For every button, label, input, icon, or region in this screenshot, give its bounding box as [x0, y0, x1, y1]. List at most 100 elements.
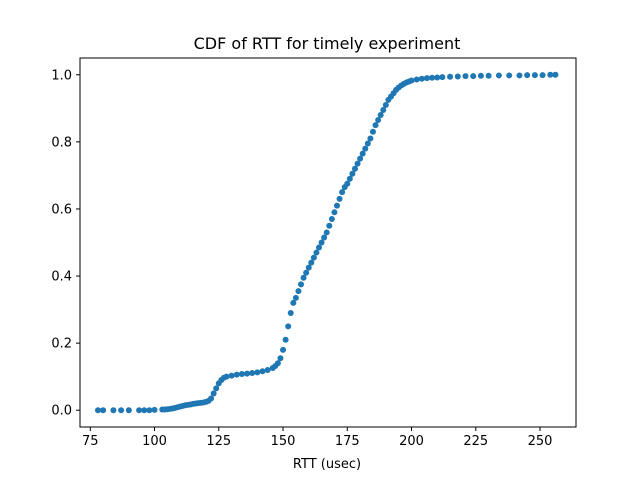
data-point [346, 175, 353, 182]
data-point [336, 195, 343, 202]
data-point [413, 76, 420, 83]
data-point [318, 239, 325, 246]
data-point [531, 72, 538, 79]
x-axis-label: RTT (usec) [293, 457, 361, 472]
data-point [516, 72, 523, 79]
chart-title: CDF of RTT for timely experiment [194, 34, 461, 53]
x-tick-label: 100 [142, 434, 167, 449]
x-tick-label: 125 [206, 434, 231, 449]
y-tick-label: 0.8 [51, 135, 72, 150]
data-point [238, 371, 245, 377]
data-point [351, 165, 358, 172]
data-point [308, 259, 315, 266]
data-point [418, 75, 425, 82]
data-point [282, 336, 289, 343]
data-point [287, 309, 294, 316]
data-point [359, 150, 366, 157]
data-point [208, 395, 215, 402]
x-tick-label: 225 [463, 434, 488, 449]
data-point [277, 355, 284, 362]
data-point [254, 369, 261, 376]
data-point [290, 299, 297, 306]
data-point [462, 73, 469, 80]
data-point [354, 160, 361, 167]
data-point [259, 368, 266, 375]
data-point [298, 281, 305, 288]
data-point [357, 155, 364, 162]
data-point [233, 371, 240, 378]
data-point [377, 112, 384, 119]
data-point [316, 244, 323, 251]
data-point [223, 373, 230, 380]
data-point [333, 202, 340, 209]
data-point [547, 71, 554, 78]
data-point [244, 370, 251, 377]
data-point [434, 74, 441, 81]
y-tick-label: 0.6 [51, 202, 72, 217]
data-point [380, 107, 387, 113]
data-point [369, 128, 376, 135]
x-tick-label: 200 [399, 434, 424, 449]
data-point [321, 234, 328, 241]
data-point [249, 369, 256, 376]
data-point [454, 73, 461, 80]
data-point [339, 189, 346, 196]
data-point [364, 140, 371, 147]
data-point [539, 72, 546, 79]
x-tick-label: 250 [528, 434, 553, 449]
data-point [328, 216, 335, 223]
data-point [310, 254, 317, 261]
plot-area [94, 71, 559, 414]
data-point [285, 323, 292, 330]
y-tick-label: 0.0 [51, 404, 72, 419]
data-point [485, 72, 492, 79]
data-point [429, 74, 436, 81]
data-point [495, 72, 502, 79]
data-point [408, 77, 415, 84]
data-point [94, 407, 101, 414]
y-axis: 0.0 0.2 0.4 0.6 0.8 1.0 [51, 68, 80, 419]
x-tick-label: 175 [335, 434, 360, 449]
data-point [423, 75, 430, 82]
data-point [125, 407, 132, 414]
data-point [344, 180, 351, 187]
data-point [264, 366, 271, 373]
data-point [210, 390, 217, 397]
y-tick-label: 0.2 [51, 337, 72, 352]
y-tick-label: 0.4 [51, 270, 72, 285]
data-point [382, 101, 389, 108]
data-point [326, 222, 333, 229]
data-point [274, 360, 281, 367]
plot-frame [79, 57, 577, 428]
data-point [447, 73, 454, 80]
data-point [349, 170, 356, 177]
data-point [292, 294, 299, 301]
data-point [313, 249, 320, 256]
data-point [213, 385, 220, 392]
x-tick-label: 75 [82, 434, 99, 449]
data-point [323, 229, 330, 236]
data-point [151, 406, 158, 413]
x-axis: 75 100 125 150 175 200 225 250 [82, 427, 552, 449]
data-point [524, 72, 531, 79]
data-point [362, 145, 369, 152]
data-point [228, 372, 235, 379]
data-point [470, 73, 477, 80]
data-point [477, 72, 484, 79]
x-tick-label: 150 [271, 434, 296, 449]
data-point [100, 407, 107, 414]
data-point [280, 346, 287, 353]
data-point [141, 407, 148, 414]
data-point [146, 407, 153, 414]
data-point [295, 288, 302, 295]
data-point [367, 135, 374, 142]
data-point [300, 274, 307, 281]
y-tick-label: 1.0 [51, 68, 72, 83]
data-point [110, 407, 117, 414]
data-point [305, 264, 312, 271]
data-point [506, 72, 513, 79]
data-point [331, 209, 338, 216]
data-point [136, 407, 143, 414]
data-point [439, 74, 446, 81]
